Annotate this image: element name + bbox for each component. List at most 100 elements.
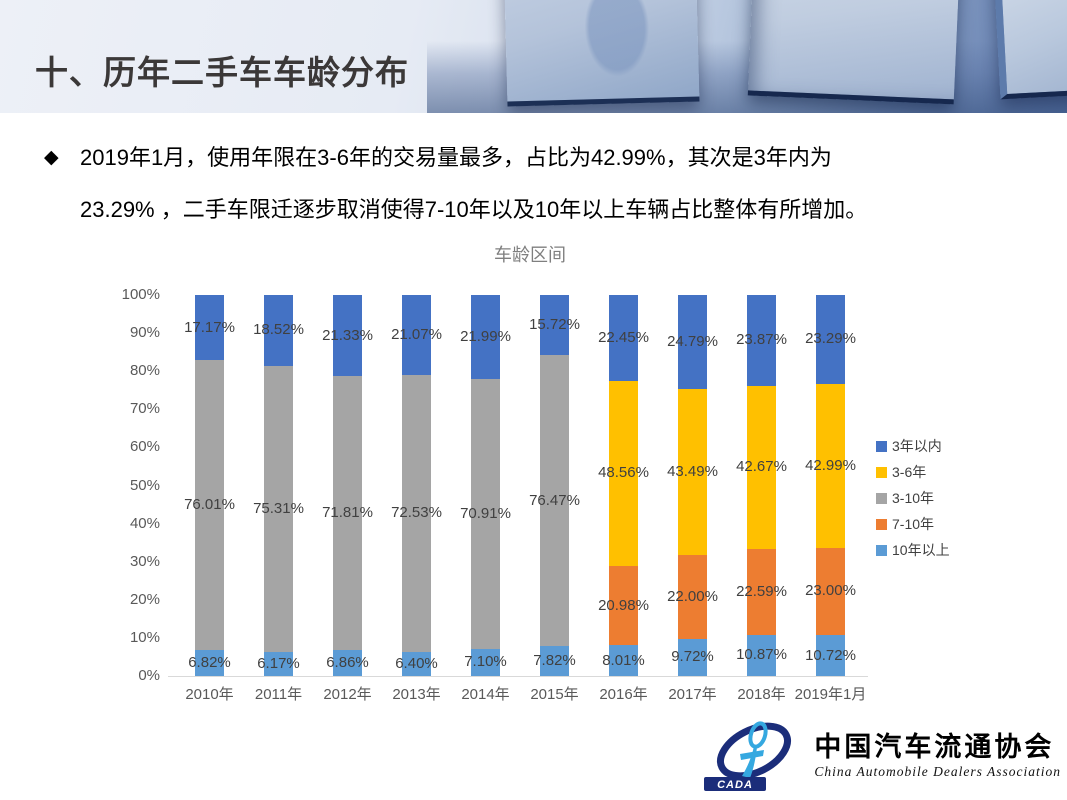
bar-segment-3-6年 (816, 383, 845, 548)
bar-segment-label: 6.17% (257, 655, 300, 673)
bar-segment-label: 75.31% (253, 500, 304, 518)
bar-segment-label: 20.98% (598, 596, 649, 614)
bar-segment-label: 15.72% (529, 315, 580, 333)
x-axis-label: 2014年 (461, 686, 510, 703)
cube-art (747, 0, 963, 105)
bar-segment-label: 18.52% (253, 321, 304, 339)
y-axis-tick-label: 60% (129, 438, 160, 456)
bullet-point: ◆ 2019年1月，使用年限在3-6年的交易量最多，占比为42.99%，其次是3… (44, 132, 1034, 236)
bar-segment-label: 76.01% (184, 496, 235, 514)
bar-segment-10年以上 (747, 634, 776, 676)
legend-item-7-10年: 7-10年 (876, 515, 950, 533)
legend-item-10年以上: 10年以上 (876, 541, 950, 559)
bar-segment-label: 10.72% (805, 646, 856, 664)
legend-swatch (876, 518, 887, 530)
bar-segment-3年以内 (333, 295, 362, 377)
x-axis-label: 2012年 (323, 686, 372, 703)
bar-segment-label: 6.40% (395, 654, 438, 672)
legend-label: 3-6年 (892, 464, 927, 480)
bar-segment-10年以上 (609, 645, 638, 676)
legend-swatch (876, 440, 887, 452)
y-axis-tick-label: 100% (121, 286, 160, 303)
bar-segment-3年以内 (402, 295, 431, 376)
bar-segment-label: 10.87% (736, 646, 787, 664)
legend-label: 3年以内 (892, 438, 942, 454)
bar-segment-3-6年 (678, 389, 707, 556)
chart-title: 车龄区间 (494, 245, 566, 265)
bar-segment-3-10年 (471, 378, 500, 649)
bar-segment-3年以内 (471, 295, 500, 379)
x-axis-label: 2011年 (254, 686, 303, 703)
y-axis-tick-label: 80% (129, 362, 160, 380)
bar-segment-3-10年 (264, 365, 293, 653)
bar-segment-label: 22.59% (736, 582, 787, 600)
bar-segment-label: 22.00% (667, 588, 718, 606)
y-axis-tick-label: 30% (129, 552, 160, 570)
bar-segment-label: 21.99% (460, 327, 511, 345)
bar-segment-label: 8.01% (602, 651, 645, 669)
bar-segment-3年以内 (816, 295, 845, 384)
x-axis-label: 2010年 (185, 686, 234, 703)
bar-segment-label: 9.72% (671, 648, 714, 666)
legend-item-3-10年: 3-10年 (876, 489, 950, 507)
bar-segment-10年以上 (264, 652, 293, 676)
bar-segment-3年以内 (609, 295, 638, 381)
bar-segment-3-6年 (747, 385, 776, 549)
bar-segment-label: 71.81% (322, 504, 373, 522)
globe-cube-art (502, 0, 700, 107)
bar-segment-label: 42.67% (736, 458, 787, 476)
legend-swatch (876, 492, 887, 504)
bar-segment-3-6年 (609, 380, 638, 566)
bar-segment-label: 43.49% (667, 463, 718, 481)
org-name-en: China Automobile Dealers Association (814, 764, 1061, 779)
legend-item-3年以内: 3年以内 (876, 437, 950, 455)
legend-label: 3-10年 (892, 490, 935, 506)
legend-label: 10年以上 (892, 542, 950, 558)
bar-segment-label: 17.17% (184, 318, 235, 336)
bar-segment-label: 70.91% (460, 504, 511, 522)
bar-segment-10年以上 (402, 651, 431, 676)
legend-item-3-6年: 3-6年 (876, 463, 950, 481)
y-axis-tick-label: 50% (129, 476, 160, 494)
x-axis-label: 2017年 (668, 686, 717, 703)
bar-segment-label: 6.82% (188, 654, 231, 671)
org-name-cn: 中国汽车流通协会 (814, 732, 1055, 762)
x-axis-label: 2016年 (599, 686, 648, 703)
bar-segment-3年以内 (264, 295, 293, 366)
bar-segment-3-10年 (333, 376, 362, 650)
y-axis-tick-label: 70% (129, 400, 160, 418)
bar-segment-label: 76.47% (529, 491, 580, 509)
legend-swatch (876, 544, 887, 556)
y-axis-tick-label: 10% (129, 628, 160, 646)
x-axis-line (168, 676, 868, 677)
x-axis-label: 2018年 (737, 686, 786, 703)
bullet-text: 2019年1月，使用年限在3-6年的交易量最多，占比为42.99%，其次是3年内… (80, 132, 867, 236)
diamond-bullet-icon: ◆ (44, 147, 59, 168)
bar-segment-7-10年 (816, 547, 845, 636)
bar-segment-label: 24.79% (667, 333, 718, 351)
bar-segment-label: 6.86% (326, 653, 369, 671)
y-axis-tick-label: 40% (129, 514, 160, 532)
cada-logo-text: CADA (717, 779, 753, 791)
bar-segment-10年以上 (816, 635, 845, 676)
y-axis-tick-label: 90% (129, 324, 160, 342)
bar-segment-label: 7.10% (464, 653, 507, 671)
bar-segment-10年以上 (678, 638, 707, 676)
legend-label: 7-10年 (892, 516, 935, 532)
bar-segment-label: 23.29% (805, 330, 856, 348)
bar-segment-7-10年 (678, 555, 707, 639)
bar-segment-3年以内 (540, 294, 569, 355)
bar-segment-3年以内 (747, 295, 776, 386)
bar-segment-label: 42.99% (805, 456, 856, 474)
bar-segment-label: 22.45% (598, 328, 649, 346)
bar-segment-label: 21.07% (391, 326, 442, 344)
footer: CADA 中国汽车流通协会 China Automobile Dealers A… (702, 720, 1061, 792)
bar-segment-10年以上 (471, 648, 500, 676)
bar-segment-10年以上 (195, 650, 224, 676)
bar-segment-3年以内 (195, 295, 224, 361)
bar-segment-label: 7.82% (533, 652, 576, 670)
bar-segment-3-10年 (195, 360, 224, 650)
x-axis-label: 2015年 (530, 686, 579, 703)
bullet-text-line: 23.29% ，二手车限迁逐步取消使得7-10年以及10年以上车辆占比整体有所增… (80, 197, 868, 222)
